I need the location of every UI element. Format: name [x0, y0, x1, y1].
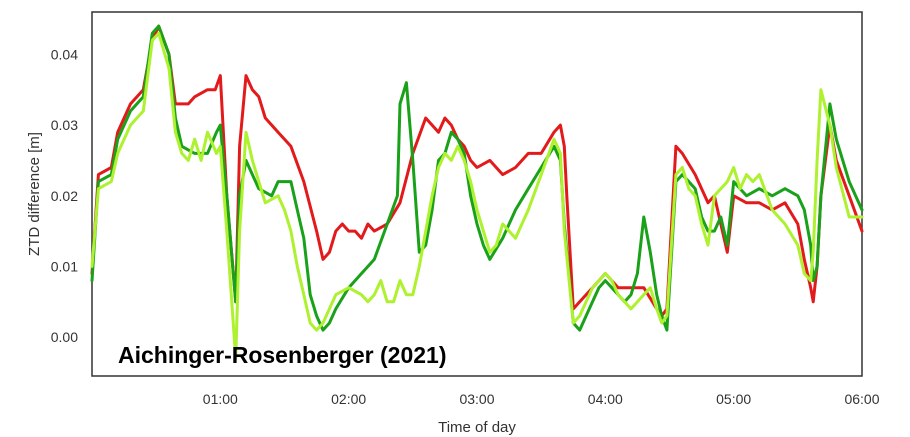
x-tick-label: 03:00	[459, 391, 494, 407]
x-tick-label: 02:00	[331, 391, 366, 407]
y-axis-ticks: 0.00 0.01 0.02 0.03 0.04	[51, 46, 78, 345]
y-tick-label: 0.02	[51, 188, 78, 204]
x-tick-label: 05:00	[716, 391, 751, 407]
x-axis-ticks: 01:00 02:00 03:00 04:00 05:00 06:00	[203, 391, 880, 407]
series-lines	[90, 24, 864, 360]
x-tick-label: 01:00	[203, 391, 238, 407]
annotation-text: Aichinger-Rosenberger (2021)	[118, 342, 446, 368]
y-axis-label: ZTD difference [m]	[26, 132, 43, 256]
x-axis-label: Time of day	[438, 419, 516, 436]
series-line-2	[90, 24, 864, 332]
y-tick-label: 0.01	[51, 258, 78, 274]
y-tick-label: 0.03	[51, 117, 78, 133]
y-tick-label: 0.00	[51, 329, 78, 345]
y-tick-label: 0.04	[51, 46, 78, 62]
series-line-3	[90, 31, 864, 360]
x-tick-label: 06:00	[844, 391, 879, 407]
x-tick-label: 04:00	[588, 391, 623, 407]
